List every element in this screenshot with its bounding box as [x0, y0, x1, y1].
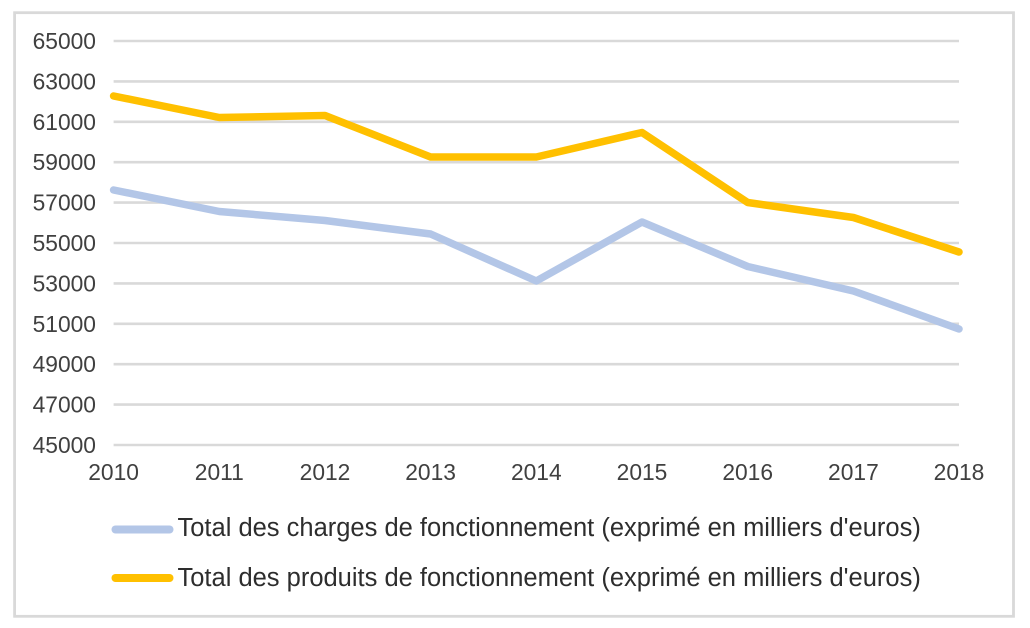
svg-text:Total des produits de fonction: Total des produits de fonctionnement (ex… — [178, 564, 921, 592]
svg-text:59000: 59000 — [33, 149, 96, 175]
svg-text:2010: 2010 — [88, 459, 139, 485]
svg-text:57000: 57000 — [33, 190, 96, 216]
svg-text:2017: 2017 — [828, 459, 879, 485]
svg-text:53000: 53000 — [33, 270, 96, 296]
svg-text:61000: 61000 — [33, 109, 96, 135]
svg-text:63000: 63000 — [33, 68, 96, 94]
svg-text:2011: 2011 — [195, 459, 244, 485]
svg-text:2013: 2013 — [405, 459, 456, 485]
svg-text:45000: 45000 — [33, 432, 96, 458]
svg-text:47000: 47000 — [33, 392, 96, 418]
svg-text:2018: 2018 — [934, 459, 985, 485]
svg-text:2015: 2015 — [617, 459, 668, 485]
svg-text:55000: 55000 — [33, 230, 96, 256]
svg-text:Total des charges de fonctionn: Total des charges de fonctionnement (exp… — [178, 514, 921, 542]
svg-text:2016: 2016 — [722, 459, 773, 485]
svg-text:2012: 2012 — [300, 459, 351, 485]
svg-text:65000: 65000 — [33, 28, 96, 54]
svg-text:51000: 51000 — [33, 311, 96, 337]
svg-text:49000: 49000 — [33, 351, 96, 377]
svg-text:2014: 2014 — [511, 459, 562, 485]
